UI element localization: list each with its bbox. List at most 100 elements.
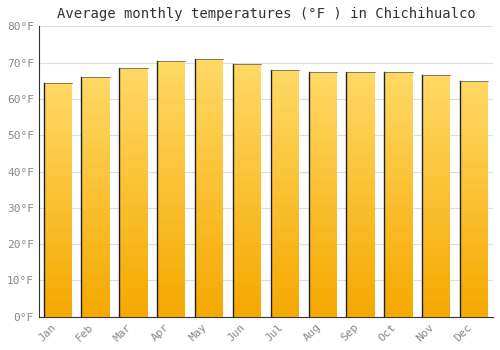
Bar: [44, 168, 72, 172]
Bar: [119, 254, 148, 259]
Bar: [195, 304, 224, 308]
Bar: [270, 304, 299, 309]
Bar: [233, 308, 261, 313]
Bar: [270, 70, 299, 74]
Bar: [270, 214, 299, 218]
Bar: [270, 189, 299, 193]
Bar: [422, 297, 450, 301]
Bar: [308, 215, 337, 219]
Bar: [233, 106, 261, 111]
Bar: [384, 296, 412, 300]
Bar: [44, 239, 72, 243]
Bar: [82, 193, 110, 197]
Bar: [119, 89, 148, 93]
Bar: [233, 77, 261, 81]
Bar: [270, 152, 299, 156]
Bar: [82, 121, 110, 125]
Bar: [346, 211, 375, 215]
Bar: [346, 304, 375, 309]
Bar: [157, 274, 186, 278]
Bar: [460, 97, 488, 100]
Bar: [195, 209, 224, 214]
Bar: [308, 72, 337, 76]
Bar: [308, 239, 337, 243]
Bar: [346, 190, 375, 194]
Bar: [308, 260, 337, 264]
Bar: [422, 268, 450, 273]
Bar: [460, 250, 488, 254]
Bar: [460, 191, 488, 195]
Bar: [82, 125, 110, 129]
Bar: [384, 194, 412, 198]
Bar: [233, 245, 261, 250]
Bar: [82, 301, 110, 305]
Bar: [346, 170, 375, 174]
Bar: [346, 96, 375, 100]
Bar: [233, 140, 261, 144]
Bar: [422, 252, 450, 257]
Bar: [82, 217, 110, 221]
Bar: [82, 201, 110, 205]
Bar: [460, 289, 488, 293]
Bar: [233, 144, 261, 148]
Bar: [384, 182, 412, 186]
Bar: [44, 98, 72, 102]
Bar: [233, 90, 261, 94]
Bar: [346, 231, 375, 235]
Bar: [119, 259, 148, 263]
Bar: [308, 219, 337, 223]
Bar: [270, 222, 299, 226]
Bar: [119, 126, 148, 130]
Bar: [422, 248, 450, 252]
Bar: [119, 180, 148, 184]
Bar: [119, 101, 148, 105]
Bar: [384, 243, 412, 247]
Bar: [195, 171, 224, 175]
Bar: [157, 287, 186, 291]
Bar: [82, 257, 110, 261]
Bar: [195, 278, 224, 282]
Bar: [157, 133, 186, 138]
Bar: [270, 173, 299, 177]
Bar: [233, 136, 261, 140]
Bar: [119, 292, 148, 296]
Bar: [384, 145, 412, 149]
Bar: [233, 262, 261, 266]
Bar: [82, 81, 110, 85]
Bar: [195, 226, 224, 231]
Bar: [119, 225, 148, 230]
Bar: [157, 103, 186, 108]
Bar: [308, 158, 337, 162]
Bar: [195, 93, 224, 98]
Bar: [384, 239, 412, 243]
Bar: [346, 202, 375, 206]
Bar: [82, 205, 110, 209]
Bar: [346, 161, 375, 166]
Bar: [270, 296, 299, 300]
Bar: [233, 208, 261, 212]
Bar: [82, 169, 110, 173]
Bar: [233, 224, 261, 229]
Bar: [308, 280, 337, 284]
Bar: [44, 297, 72, 301]
Bar: [44, 86, 72, 90]
Bar: [460, 152, 488, 155]
Bar: [44, 133, 72, 137]
Bar: [308, 108, 337, 113]
Bar: [422, 265, 450, 268]
Bar: [384, 309, 412, 313]
Bar: [308, 284, 337, 288]
Bar: [422, 309, 450, 313]
Bar: [270, 99, 299, 103]
Bar: [308, 141, 337, 145]
Bar: [44, 153, 72, 157]
Bar: [460, 305, 488, 309]
Bar: [346, 158, 375, 162]
Bar: [346, 100, 375, 104]
Bar: [82, 261, 110, 265]
Bar: [384, 284, 412, 288]
Bar: [384, 178, 412, 182]
Bar: [346, 198, 375, 202]
Bar: [119, 72, 148, 76]
Bar: [384, 166, 412, 170]
